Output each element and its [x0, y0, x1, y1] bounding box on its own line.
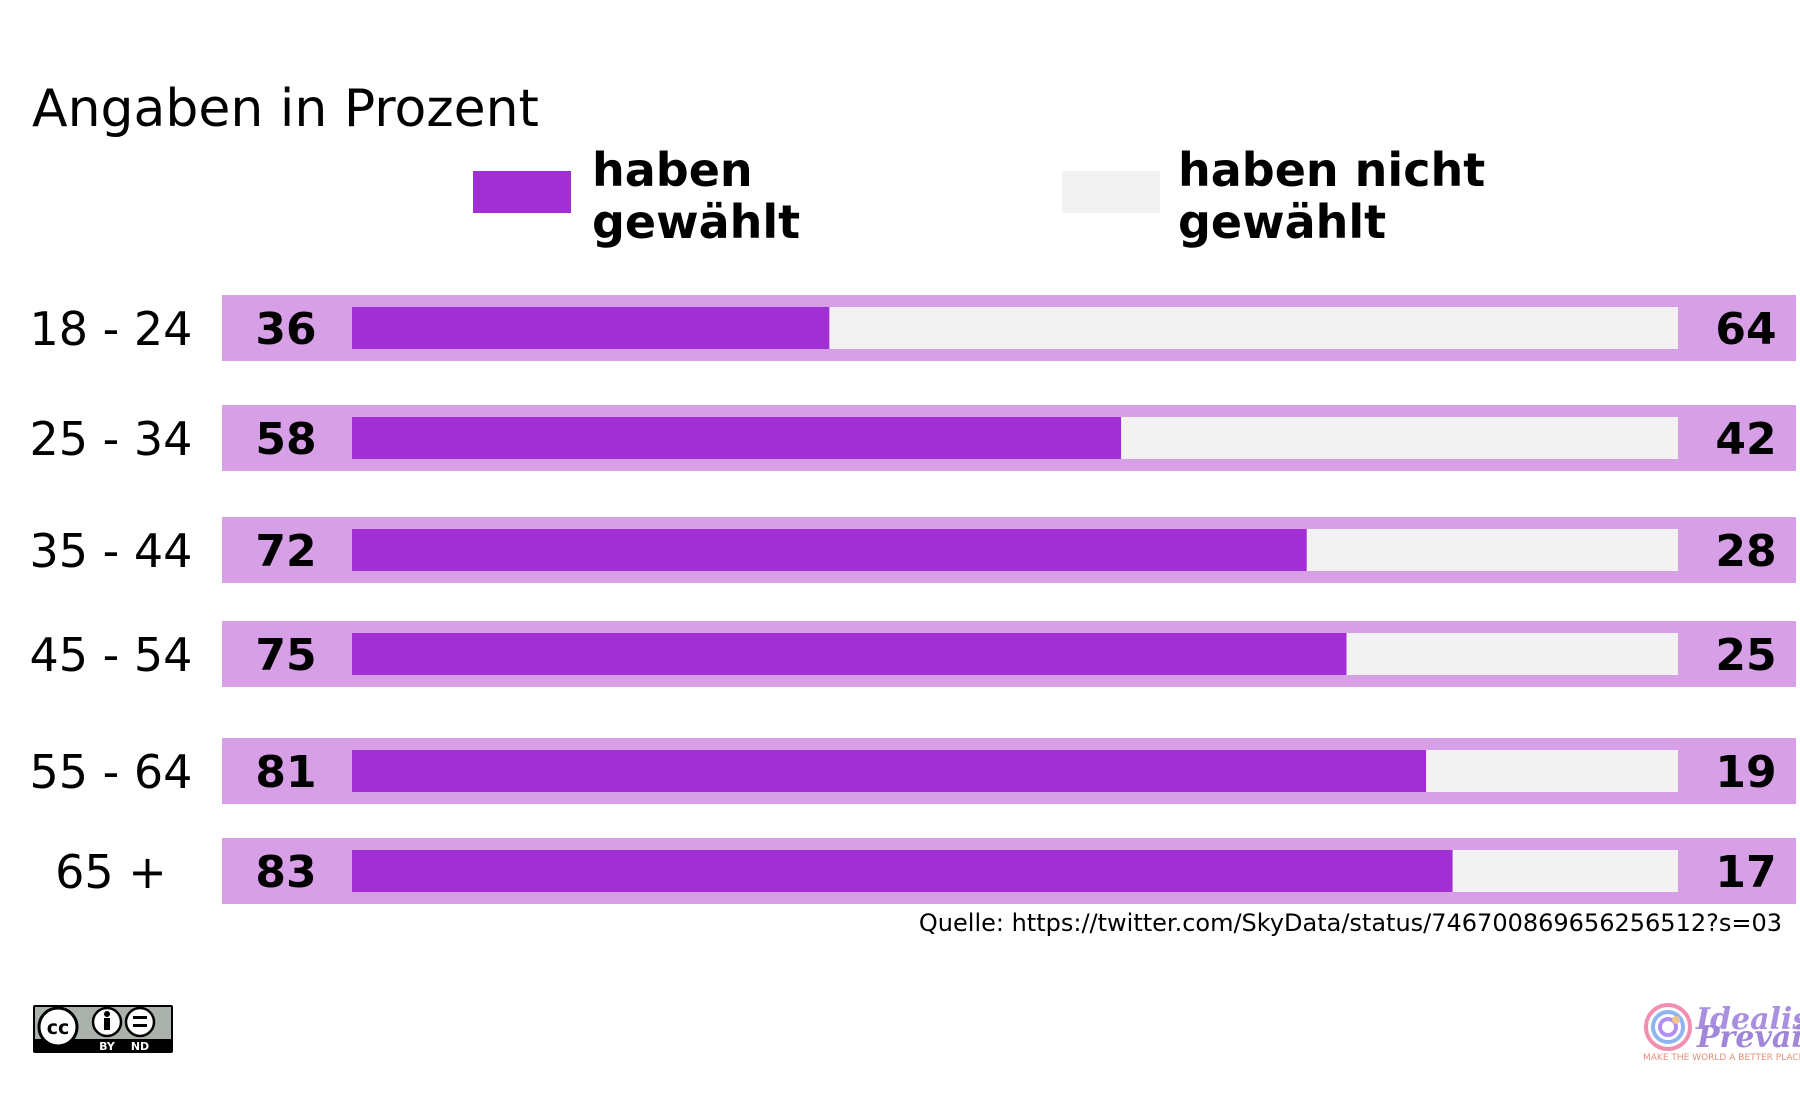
nd-icon	[124, 1006, 156, 1038]
bar-voted	[352, 307, 830, 349]
logo-tagline: MAKE THE WORLD A BETTER PLACE !	[1643, 1053, 1800, 1063]
value-label-not-voted: 19	[1715, 747, 1776, 798]
value-label-not-voted: 28	[1715, 526, 1776, 577]
chart-subtitle: Angaben in Prozent	[32, 79, 539, 139]
bar-voted	[352, 529, 1307, 571]
spiral-icon	[1644, 1003, 1692, 1051]
bar-voted	[352, 750, 1427, 792]
legend: haben gewählt haben nicht gewählt	[473, 143, 1485, 249]
logo-line1: Idealism	[1695, 1002, 1800, 1037]
legend-swatch-voted	[473, 171, 571, 213]
value-label-not-voted: 64	[1715, 304, 1776, 355]
category-label: 55 - 64	[30, 745, 193, 799]
cc-license-badge[interactable]: cc BY ND	[33, 1005, 173, 1053]
category-label: 35 - 44	[30, 524, 193, 578]
value-label-not-voted: 42	[1715, 414, 1776, 465]
source-note: Quelle: https://twitter.com/SkyData/stat…	[919, 909, 1782, 937]
category-label: 65 +	[55, 845, 167, 899]
bar-voted	[352, 850, 1453, 892]
legend-label-voted-line1: haben	[592, 143, 753, 197]
value-label-voted: 72	[255, 526, 316, 577]
cc-by-label: BY	[99, 1040, 116, 1053]
value-label-not-voted: 25	[1715, 630, 1776, 681]
legend-swatch-not-voted	[1062, 171, 1160, 213]
value-label-voted: 83	[255, 847, 316, 898]
bar-voted	[352, 633, 1347, 675]
legend-label-voted-line2: gewählt	[592, 195, 800, 249]
cc-icon	[37, 1006, 79, 1048]
bar-voted	[352, 417, 1122, 459]
value-label-voted: 36	[255, 304, 316, 355]
value-label-voted: 75	[255, 630, 316, 681]
bars: 18 - 24 36 64 25 - 34 58 42 35 - 44 72 28 45 - 54…	[30, 295, 1796, 904]
value-label-voted: 58	[255, 414, 316, 465]
category-label: 45 - 54	[30, 628, 193, 682]
legend-label-not-voted-line1: haben nicht	[1178, 143, 1485, 197]
legend-label-not-voted-line2: gewählt	[1178, 195, 1386, 249]
category-label: 18 - 24	[30, 302, 193, 356]
value-label-not-voted: 17	[1715, 847, 1776, 898]
idealism-prevails-logo: Idealism Prevails MAKE THE WORLD A BETTE…	[1643, 1002, 1800, 1063]
value-label-voted: 81	[255, 747, 316, 798]
svg-text:cc: cc	[47, 1017, 70, 1039]
logo-line2: Prevails	[1696, 1020, 1800, 1055]
category-label: 25 - 34	[30, 412, 193, 466]
cc-nd-label: ND	[131, 1040, 149, 1053]
